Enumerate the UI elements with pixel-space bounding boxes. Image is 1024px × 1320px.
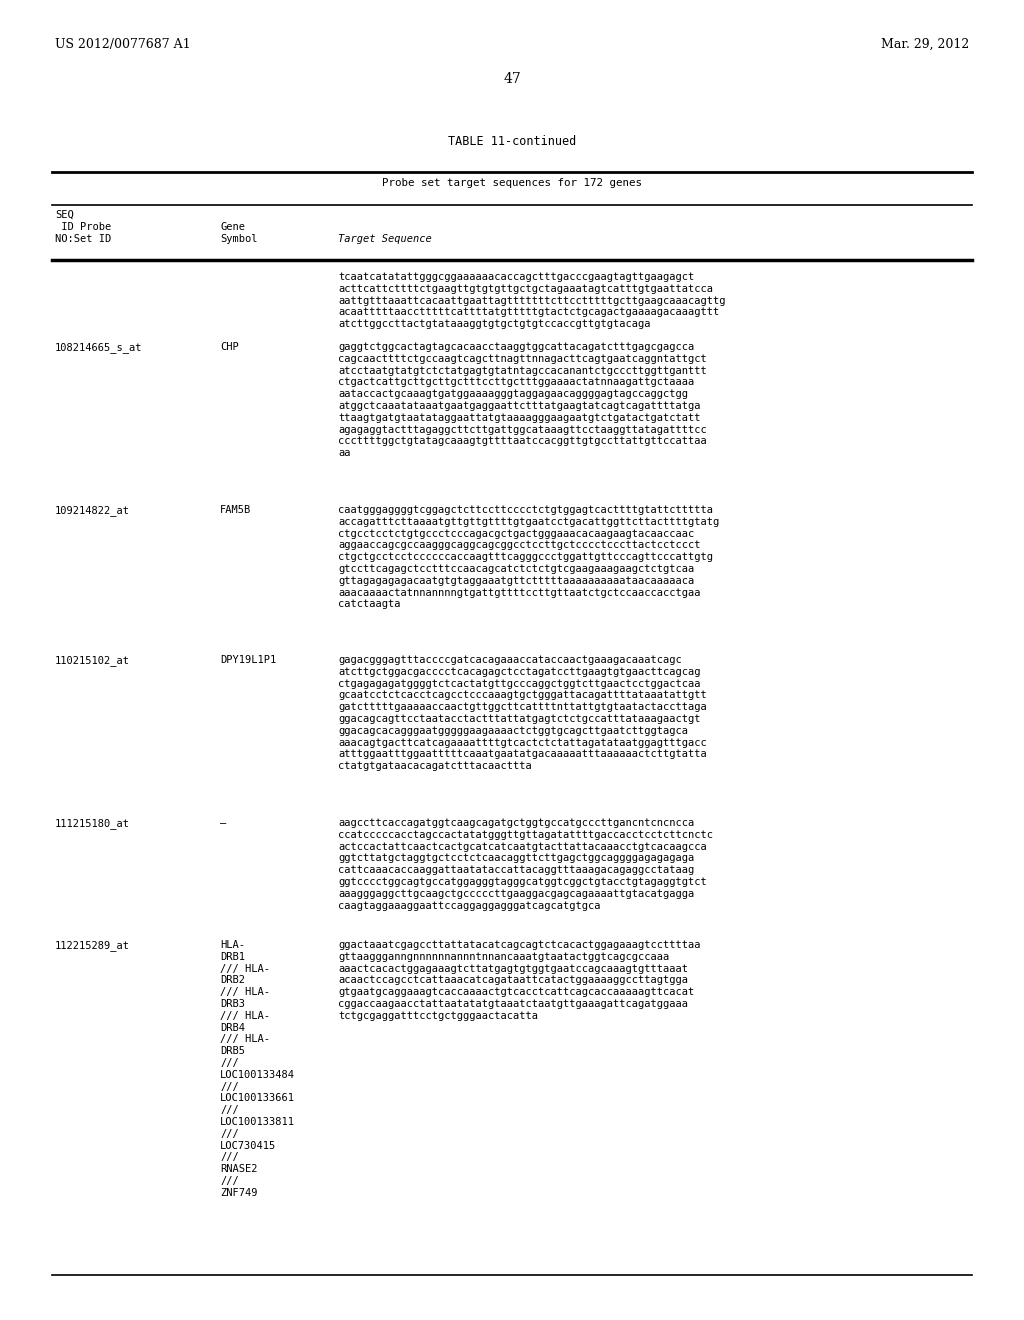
Text: DRB3: DRB3	[220, 999, 245, 1008]
Text: LOC100133484: LOC100133484	[220, 1069, 295, 1080]
Text: aggaaccagcgccaagggcaggcagcggcctccttgctcccctcccttactcctccct: aggaaccagcgccaagggcaggcagcggcctccttgctcc…	[338, 540, 700, 550]
Text: Symbol: Symbol	[220, 234, 257, 244]
Text: Target Sequence: Target Sequence	[338, 234, 432, 244]
Text: ccatcccccacctagccactatatgggttgttagatattttgaccacctcctcttcnctc: ccatcccccacctagccactatatgggttgttagatattt…	[338, 830, 713, 840]
Text: aataccactgcaaagtgatggaaaagggtaggagaacaggggagtagccaggctgg: aataccactgcaaagtgatggaaaagggtaggagaacagg…	[338, 389, 688, 399]
Text: LOC100133661: LOC100133661	[220, 1093, 295, 1104]
Text: atttggaatttggaatttttcaaatgaatatgacaaaaatttaaaaaactcttgtatta: atttggaatttggaatttttcaaatgaatatgacaaaaat…	[338, 750, 707, 759]
Text: gtgaatgcaggaaagtcaccaaaactgtcacctcattcagcaccaaaaagttcacat: gtgaatgcaggaaagtcaccaaaactgtcacctcattcag…	[338, 987, 694, 997]
Text: atggctcaaatataaatgaatgaggaattctttatgaagtatcagtcagattttatga: atggctcaaatataaatgaatgaggaattctttatgaagt…	[338, 401, 700, 411]
Text: TABLE 11-continued: TABLE 11-continued	[447, 135, 577, 148]
Text: gagacgggagtttaccccgatcacagaaaccataccaactgaaagacaaatcagc: gagacgggagtttaccccgatcacagaaaccataccaact…	[338, 655, 682, 665]
Text: FAM5B: FAM5B	[220, 506, 251, 515]
Text: ctgactcattgcttgcttgctttccttgctttggaaaactatnnaagattgctaaaa: ctgactcattgcttgcttgctttccttgctttggaaaact…	[338, 378, 694, 387]
Text: ctgagagagatggggtctcactatgttgcccaggctggtcttgaactcctggactcaa: ctgagagagatggggtctcactatgttgcccaggctggtc…	[338, 678, 700, 689]
Text: ///: ///	[220, 1105, 239, 1115]
Text: accagatttcttaaaatgttgttgttttgtgaatcctgacattggttcttacttttgtatg: accagatttcttaaaatgttgttgttttgtgaatcctgac…	[338, 517, 719, 527]
Text: /// HLA-: /// HLA-	[220, 1035, 270, 1044]
Text: aaacagtgacttcatcagaaaattttgtcactctctattagatataatggagtttgacc: aaacagtgacttcatcagaaaattttgtcactctctatta…	[338, 738, 707, 747]
Text: DRB5: DRB5	[220, 1047, 245, 1056]
Text: gtccttcagagctcctttccaacagcatctctctgtcgaagaaagaagctctgtcaa: gtccttcagagctcctttccaacagcatctctctgtcgaa…	[338, 564, 694, 574]
Text: NO:Set ID: NO:Set ID	[55, 234, 112, 244]
Text: aa: aa	[338, 449, 350, 458]
Text: LOC100133811: LOC100133811	[220, 1117, 295, 1127]
Text: actccactattcaactcactgcatcatcaatgtacttattacaaacctgtcacaagcca: actccactattcaactcactgcatcatcaatgtacttatt…	[338, 842, 707, 851]
Text: 111215180_at: 111215180_at	[55, 818, 130, 829]
Text: /// HLA-: /// HLA-	[220, 964, 270, 974]
Text: acaatttttaacctttttcattttatgtttttgtactctgcagactgaaaagacaaagttt: acaatttttaacctttttcattttatgtttttgtactctg…	[338, 308, 719, 317]
Text: caatgggaggggtcggagctcttccttcccctctgtggagtcacttttgtattcttttta: caatgggaggggtcggagctcttccttcccctctgtggag…	[338, 506, 713, 515]
Text: DRB4: DRB4	[220, 1023, 245, 1032]
Text: HLA-: HLA-	[220, 940, 245, 950]
Text: SEQ: SEQ	[55, 210, 74, 220]
Text: 47: 47	[503, 73, 521, 86]
Text: ///: ///	[220, 1059, 239, 1068]
Text: ///: ///	[220, 1152, 239, 1163]
Text: US 2012/0077687 A1: US 2012/0077687 A1	[55, 38, 190, 51]
Text: cggaccaagaacctattaatatatgtaaatctaatgttgaaagattcagatggaaa: cggaccaagaacctattaatatatgtaaatctaatgttga…	[338, 999, 688, 1008]
Text: ggactaaatcgagccttattatacatcagcagtctcacactggagaaagtccttttaa: ggactaaatcgagccttattatacatcagcagtctcacac…	[338, 940, 700, 950]
Text: aaagggaggcttgcaagctgcccccttgaaggacgagcagaaaattgtacatgagga: aaagggaggcttgcaagctgcccccttgaaggacgagcag…	[338, 888, 694, 899]
Text: aagccttcaccagatggtcaagcagatgctggtgccatgcccttgancntcncncca: aagccttcaccagatggtcaagcagatgctggtgccatgc…	[338, 818, 694, 828]
Text: ///: ///	[220, 1081, 239, 1092]
Text: Gene: Gene	[220, 222, 245, 232]
Text: /// HLA-: /// HLA-	[220, 987, 270, 997]
Text: catctaagta: catctaagta	[338, 599, 400, 610]
Text: LOC730415: LOC730415	[220, 1140, 276, 1151]
Text: ///: ///	[220, 1176, 239, 1185]
Text: ggtcccctggcagtgccatggagggtagggcatggtcggctgtacctgtagaggtgtct: ggtcccctggcagtgccatggagggtagggcatggtcggc…	[338, 876, 707, 887]
Text: caagtaggaaaggaattccaggaggagggatcagcatgtgca: caagtaggaaaggaattccaggaggagggatcagcatgtg…	[338, 900, 600, 911]
Text: ctgcctcctctgtgccctcccagacgctgactgggaaacacaagaagtacaaccaac: ctgcctcctctgtgccctcccagacgctgactgggaaaca…	[338, 528, 694, 539]
Text: Probe set target sequences for 172 genes: Probe set target sequences for 172 genes	[382, 178, 642, 187]
Text: 109214822_at: 109214822_at	[55, 506, 130, 516]
Text: gaggtctggcactagtagcacaacctaaggtggcattacagatctttgagcgagcca: gaggtctggcactagtagcacaacctaaggtggcattaca…	[338, 342, 694, 352]
Text: –: –	[220, 818, 226, 828]
Text: aaactcacactggagaaagtcttatgagtgtggtgaatccagcaaagtgtttaaat: aaactcacactggagaaagtcttatgagtgtggtgaatcc…	[338, 964, 688, 974]
Text: ggacagcacagggaatgggggaagaaaactctggtgcagcttgaatcttggtagca: ggacagcacagggaatgggggaagaaaactctggtgcagc…	[338, 726, 688, 735]
Text: atcttgctggacgacccctcacagagctcctagatccttgaagtgtgaacttcagcag: atcttgctggacgacccctcacagagctcctagatccttg…	[338, 667, 700, 677]
Text: aaacaaaactatnnannnngtgattgttttccttgttaatctgctccaaccacctgaa: aaacaaaactatnnannnngtgattgttttccttgttaat…	[338, 587, 700, 598]
Text: aattgtttaaattcacaattgaattagtttttttcttcctttttgcttgaagcaaacagttg: aattgtttaaattcacaattgaattagtttttttcttcct…	[338, 296, 725, 306]
Text: cccttttggctgtatagcaaagtgttttaatccacggttgtgccttattgttccattaa: cccttttggctgtatagcaaagtgttttaatccacggttg…	[338, 437, 707, 446]
Text: tctgcgaggatttcctgctgggaactacatta: tctgcgaggatttcctgctgggaactacatta	[338, 1011, 538, 1020]
Text: ctatgtgataacacagatctttacaacttta: ctatgtgataacacagatctttacaacttta	[338, 762, 531, 771]
Text: Mar. 29, 2012: Mar. 29, 2012	[881, 38, 969, 51]
Text: tcaatcatatattgggcggaaaaaacaccagctttgacccgaagtagttgaagagct: tcaatcatatattgggcggaaaaaacaccagctttgaccc…	[338, 272, 694, 282]
Text: cagcaacttttctgccaagtcagcttnagttnnagacttcagtgaatcaggntattgct: cagcaacttttctgccaagtcagcttnagttnnagacttc…	[338, 354, 707, 364]
Text: acttcattcttttctgaagttgtgtgttgctgctagaaatagtcatttgtgaattatcca: acttcattcttttctgaagttgtgtgttgctgctagaaat…	[338, 284, 713, 294]
Text: 110215102_at: 110215102_at	[55, 655, 130, 665]
Text: DPY19L1P1: DPY19L1P1	[220, 655, 276, 665]
Text: agagaggtactttagaggcttcttgattggcataaagttcctaaggttatagattttcc: agagaggtactttagaggcttcttgattggcataaagttc…	[338, 425, 707, 434]
Text: gttaaggganngnnnnnnannntnnancaaatgtaatactggtcagcgccaaa: gttaaggganngnnnnnnannntnnancaaatgtaatact…	[338, 952, 670, 962]
Text: acaactccagcctcattaaacatcagataattcatactggaaaaggccttagtgga: acaactccagcctcattaaacatcagataattcatactgg…	[338, 975, 688, 986]
Text: ggacagcagttcctaatacctactttattatgagtctctgccatttataaagaactgt: ggacagcagttcctaatacctactttattatgagtctctg…	[338, 714, 700, 723]
Text: gatctttttgaaaaaccaactgttggcttcattttnttattgtgtaatactaccttaga: gatctttttgaaaaaccaactgttggcttcattttnttat…	[338, 702, 707, 713]
Text: DRB1: DRB1	[220, 952, 245, 962]
Text: /// HLA-: /// HLA-	[220, 1011, 270, 1020]
Text: atcttggccttactgtataaaggtgtgctgtgtccaccgttgtgtacaga: atcttggccttactgtataaaggtgtgctgtgtccaccgt…	[338, 319, 650, 329]
Text: RNASE2: RNASE2	[220, 1164, 257, 1175]
Text: 112215289_at: 112215289_at	[55, 940, 130, 950]
Text: ctgctgcctcctccccccaccaagtttcagggccctggattgttcccagttcccattgtg: ctgctgcctcctccccccaccaagtttcagggccctggat…	[338, 552, 713, 562]
Text: gcaatcctctcacctcagcctcccaaagtgctgggattacagattttataaatattgtt: gcaatcctctcacctcagcctcccaaagtgctgggattac…	[338, 690, 707, 701]
Text: ggtcttatgctaggtgctcctctcaacaggttcttgagctggcaggggagagagaga: ggtcttatgctaggtgctcctctcaacaggttcttgagct…	[338, 854, 694, 863]
Text: ///: ///	[220, 1129, 239, 1139]
Text: 108214665_s_at: 108214665_s_at	[55, 342, 142, 352]
Text: cattcaaacaccaaggattaatataccattacaggtttaaagacagaggcctataag: cattcaaacaccaaggattaatataccattacaggtttaa…	[338, 865, 694, 875]
Text: atcctaatgtatgtctctatgagtgtatntagccacanantctgcccttggttganttt: atcctaatgtatgtctctatgagtgtatntagccacanan…	[338, 366, 707, 376]
Text: ID Probe: ID Probe	[55, 222, 112, 232]
Text: CHP: CHP	[220, 342, 239, 352]
Text: DRB2: DRB2	[220, 975, 245, 986]
Text: gttagagagagacaatgtgtaggaaatgttctttttaaaaaaaaaataacaaaaaca: gttagagagagacaatgtgtaggaaatgttctttttaaaa…	[338, 576, 694, 586]
Text: ZNF749: ZNF749	[220, 1188, 257, 1197]
Text: ttaagtgatgtaatataggaattatgtaaaagggaagaatgtctgatactgatctatt: ttaagtgatgtaatataggaattatgtaaaagggaagaat…	[338, 413, 700, 422]
